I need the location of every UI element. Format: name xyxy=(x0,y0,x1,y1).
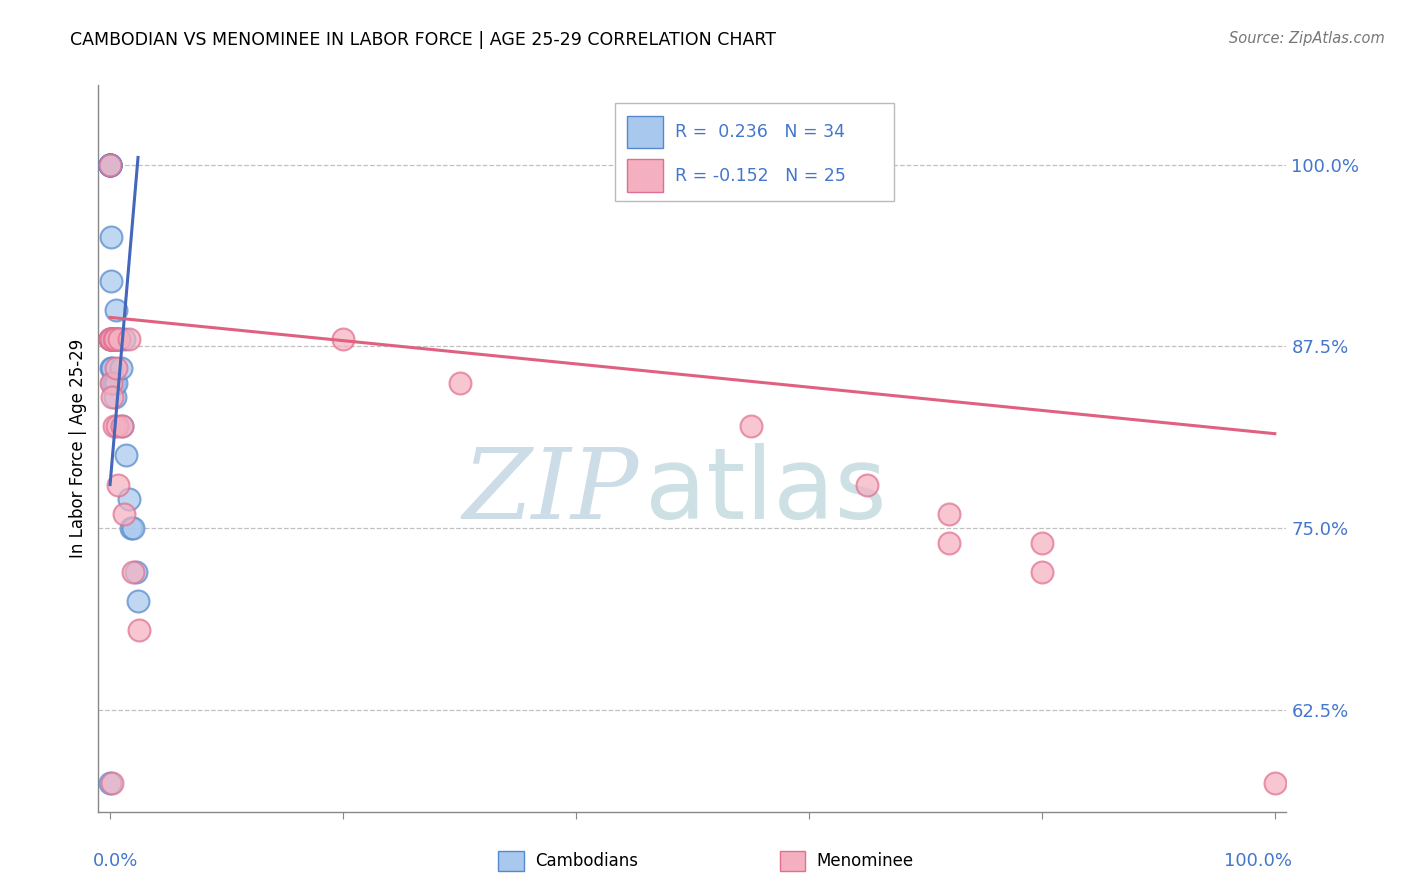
Point xyxy=(332,332,354,346)
Point xyxy=(103,376,125,390)
Point xyxy=(104,361,127,376)
Point xyxy=(100,361,122,376)
Point xyxy=(118,492,141,507)
Point xyxy=(98,158,121,172)
Point xyxy=(101,376,124,390)
Point xyxy=(100,274,122,288)
Point xyxy=(111,419,134,434)
Point xyxy=(101,332,124,346)
Point xyxy=(98,332,121,346)
Point xyxy=(105,419,128,434)
Text: 0.0%: 0.0% xyxy=(93,852,138,870)
Bar xyxy=(627,116,662,148)
Point xyxy=(98,158,121,172)
Point xyxy=(110,361,132,376)
Point xyxy=(127,594,149,608)
Point xyxy=(104,376,127,390)
Point xyxy=(740,419,762,434)
Point xyxy=(98,158,121,172)
Point xyxy=(938,507,960,521)
Point xyxy=(1031,565,1053,579)
Text: R =  0.236   N = 34: R = 0.236 N = 34 xyxy=(675,123,845,141)
Point xyxy=(100,332,122,346)
Point xyxy=(1031,535,1053,549)
Point xyxy=(98,332,121,346)
Point xyxy=(856,477,879,491)
Point xyxy=(100,376,122,390)
Point xyxy=(105,332,128,346)
Point xyxy=(449,376,471,390)
Text: 100.0%: 100.0% xyxy=(1225,852,1292,870)
Point xyxy=(108,332,131,346)
Point xyxy=(118,332,141,346)
Point xyxy=(101,775,124,789)
Point xyxy=(103,332,125,346)
Point xyxy=(120,521,142,535)
Text: ZIP: ZIP xyxy=(463,444,638,540)
Point xyxy=(122,521,145,535)
Point xyxy=(101,361,124,376)
Text: Cambodians: Cambodians xyxy=(536,852,638,870)
Point xyxy=(98,158,121,172)
Point xyxy=(104,332,127,346)
Point xyxy=(100,230,122,244)
Text: Menominee: Menominee xyxy=(815,852,914,870)
Point xyxy=(98,158,121,172)
FancyBboxPatch shape xyxy=(616,103,894,201)
Point xyxy=(122,565,145,579)
Point xyxy=(98,158,121,172)
Point xyxy=(98,332,121,346)
Point xyxy=(98,158,121,172)
Point xyxy=(111,419,134,434)
Point xyxy=(104,332,127,346)
Point xyxy=(101,332,124,346)
Point xyxy=(98,158,121,172)
Text: atlas: atlas xyxy=(645,443,887,541)
Point xyxy=(115,449,138,463)
Point xyxy=(938,535,960,549)
Point xyxy=(107,477,129,491)
Point xyxy=(108,332,131,346)
Text: CAMBODIAN VS MENOMINEE IN LABOR FORCE | AGE 25-29 CORRELATION CHART: CAMBODIAN VS MENOMINEE IN LABOR FORCE | … xyxy=(70,31,776,49)
Point xyxy=(98,775,121,789)
Point xyxy=(112,332,135,346)
Point xyxy=(100,332,122,346)
Point xyxy=(104,303,127,318)
Point xyxy=(1264,775,1286,789)
Y-axis label: In Labor Force | Age 25-29: In Labor Force | Age 25-29 xyxy=(69,339,87,558)
Point xyxy=(128,623,150,637)
Point xyxy=(112,507,135,521)
Point xyxy=(100,332,122,346)
Text: R = -0.152   N = 25: R = -0.152 N = 25 xyxy=(675,167,845,185)
Point xyxy=(103,419,125,434)
Point xyxy=(125,565,148,579)
Text: Source: ZipAtlas.com: Source: ZipAtlas.com xyxy=(1229,31,1385,46)
Point xyxy=(107,332,129,346)
Point xyxy=(101,390,124,404)
Bar xyxy=(627,160,662,192)
Point xyxy=(103,332,125,346)
Point xyxy=(104,390,127,404)
